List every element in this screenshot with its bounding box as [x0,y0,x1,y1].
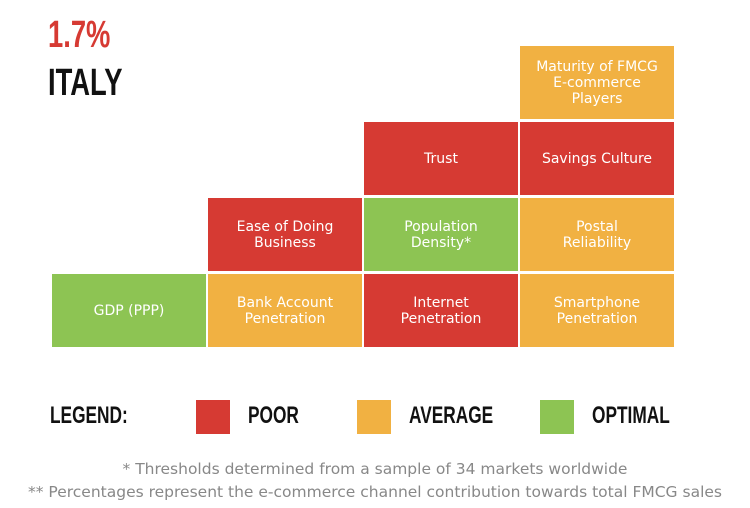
indicator-cell: Bank Account Penetration [208,274,362,347]
indicator-cell: GDP (PPP) [52,274,206,347]
indicator-cell: Smartphone Penetration [520,274,674,347]
footnote: ** Percentages represent the e-commerce … [27,483,722,501]
legend-swatch [196,400,230,434]
indicator-cell: Ease of Doing Business [208,198,362,271]
footnote: * Thresholds determined from a sample of… [122,460,628,478]
country: ITALY [48,62,123,104]
legend-swatch [357,400,391,434]
indicator-cell: Postal Reliability [520,198,674,271]
indicator-cell: Population Density* [364,198,518,271]
legend-swatch [540,400,574,434]
legend-label: POOR [248,402,299,429]
legend-label: AVERAGE [409,402,494,429]
legend-title: LEGEND: [50,402,128,429]
percentage: 1.7% [48,14,111,56]
legend-label: OPTIMAL [592,402,670,429]
indicator-cell: Savings Culture [520,122,674,195]
indicator-cell: Trust [364,122,518,195]
indicator-cell: Internet Penetration [364,274,518,347]
indicator-cell: Maturity of FMCG E-commerce Players [520,46,674,119]
